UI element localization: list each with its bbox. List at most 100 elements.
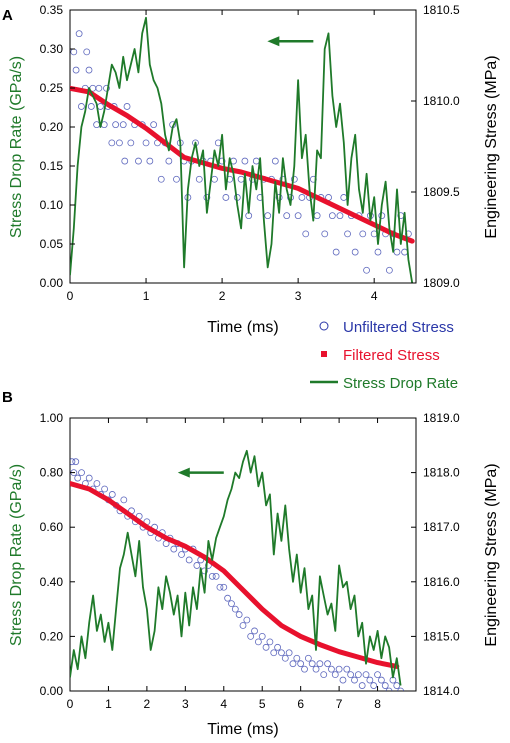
y-left-tick-label: 0.40 xyxy=(40,575,64,589)
filtered-stress-layer-a xyxy=(70,85,415,244)
y-right-axis-label-a: Engineering Stress (MPa) xyxy=(483,55,500,238)
x-tick-label: 1 xyxy=(143,289,150,303)
unfiltered-stress-point xyxy=(247,633,255,640)
unfiltered-stress-point xyxy=(374,671,381,679)
legend-marker-unfiltered xyxy=(319,321,329,331)
x-tick-label: 1 xyxy=(105,697,112,711)
y-right-tick-label: 1818.0 xyxy=(423,466,460,480)
y-right-tick-label: 1819.0 xyxy=(423,411,460,425)
filtered-stress-line xyxy=(70,481,400,669)
panel-label-a: A xyxy=(2,7,13,24)
unfiltered-stress-point xyxy=(258,633,266,640)
direction-arrow-a xyxy=(267,36,314,47)
unfiltered-stress-point xyxy=(308,660,316,668)
y-left-tick-label: 0.05 xyxy=(40,237,64,251)
unfiltered-stress-point xyxy=(146,157,154,165)
unfiltered-stress-point xyxy=(293,654,301,662)
x-tick-label: 2 xyxy=(144,697,151,711)
unfiltered-stress-point xyxy=(404,230,412,238)
x-tick-label: 0 xyxy=(67,697,74,711)
x-tick-label: 3 xyxy=(182,697,189,711)
x-tick-label: 6 xyxy=(297,697,304,711)
unfiltered-stress-point xyxy=(328,665,335,673)
legend-marker-filtered xyxy=(321,351,327,357)
unfiltered-stress-point xyxy=(185,556,193,564)
unfiltered-stress-point xyxy=(212,572,220,580)
unfiltered-stress-point xyxy=(397,687,405,691)
unfiltered-stress-point xyxy=(252,157,260,165)
y-left-tick-label: 0.80 xyxy=(40,466,64,480)
legend-item-unfiltered: Unfiltered Stress xyxy=(319,319,454,336)
stress-drop-rate-layer-a xyxy=(70,16,414,283)
panel-label-b: B xyxy=(2,389,13,406)
stress-drop-rate-layer-b xyxy=(70,449,402,686)
unfiltered-stress-point xyxy=(103,84,110,92)
unfiltered-stress-point xyxy=(312,665,320,673)
unfiltered-stress-point xyxy=(157,175,165,183)
unfiltered-stress-point xyxy=(72,458,80,466)
legend-label-filtered: Filtered Stress xyxy=(343,347,440,364)
y-left-tick-label: 0.35 xyxy=(40,3,64,17)
direction-arrow-b xyxy=(177,467,224,478)
unfiltered-stress-point xyxy=(328,212,336,220)
unfiltered-stress-point xyxy=(351,248,359,256)
unfiltered-stress-point xyxy=(93,480,101,487)
unfiltered-stress-point xyxy=(316,660,324,668)
unfiltered-stress-point xyxy=(343,665,351,673)
unfiltered-stress-point xyxy=(363,266,370,274)
unfiltered-stress-point xyxy=(83,48,91,56)
unfiltered-stress-point xyxy=(70,458,76,466)
y-left-axis-label-b: Stress Drop Rate (GPa/s) xyxy=(8,464,25,646)
unfiltered-stress-point xyxy=(351,676,358,684)
unfiltered-stress-point xyxy=(119,121,127,129)
unfiltered-stress-point xyxy=(243,616,251,624)
unfiltered-stress-point xyxy=(393,248,401,256)
unfiltered-stress-point xyxy=(313,212,321,220)
unfiltered-stress-point xyxy=(335,665,343,673)
x-tick-label: 0 xyxy=(67,289,74,303)
unfiltered-stress-point xyxy=(289,660,297,668)
unfiltered-stress-point xyxy=(178,551,185,558)
unfiltered-stress-point xyxy=(195,175,203,183)
unfiltered-stress-point xyxy=(239,622,247,629)
unfiltered-stress-point xyxy=(251,627,258,635)
unfiltered-stress-point xyxy=(294,212,302,220)
filtered-stress-line xyxy=(70,85,415,244)
unfiltered-stress-point xyxy=(231,605,239,613)
x-ticks-a: 0 1 2 3 4 xyxy=(67,10,378,303)
unfiltered-stress-point xyxy=(285,649,293,657)
y-right-tick-label: 1810.0 xyxy=(423,94,460,108)
unfiltered-stress-point xyxy=(321,230,329,238)
unfiltered-stress-point xyxy=(165,157,173,165)
unfiltered-stress-point xyxy=(362,671,370,679)
unfiltered-stress-point xyxy=(74,474,82,482)
unfiltered-stress-point xyxy=(331,671,339,679)
unfiltered-stress-point xyxy=(101,485,108,493)
y-left-tick-label: 1.00 xyxy=(40,411,64,425)
unfiltered-stress-point xyxy=(281,654,289,662)
unfiltered-stress-point xyxy=(70,48,78,56)
x-tick-label: 7 xyxy=(336,697,343,711)
unfiltered-stress-point xyxy=(336,212,344,220)
x-tick-label: 4 xyxy=(220,697,227,711)
unfiltered-stress-point xyxy=(302,230,310,238)
unfiltered-stress-point xyxy=(208,572,216,580)
unfiltered-stress-point xyxy=(332,248,340,256)
filtered-stress-layer-b xyxy=(70,481,400,669)
y-right-tick-label: 1814.0 xyxy=(423,684,460,698)
unfiltered-stress-point xyxy=(370,682,378,689)
unfiltered-stress-point xyxy=(97,103,104,110)
unfiltered-stress-point xyxy=(347,671,355,679)
unfiltered-stress-point xyxy=(112,121,120,129)
unfiltered-stress-point xyxy=(320,671,328,679)
y-left-axis-label-a: Stress Drop Rate (GPa/s) xyxy=(8,56,25,238)
unfiltered-stress-point xyxy=(358,682,366,689)
unfiltered-stress-point xyxy=(220,583,228,591)
legend-item-filtered: Filtered Stress xyxy=(321,347,440,364)
unfiltered-stress-point xyxy=(241,157,249,165)
unfiltered-stress-point xyxy=(283,212,291,220)
unfiltered-stress-point xyxy=(266,638,274,646)
legend-label-rate: Stress Drop Rate xyxy=(343,375,458,392)
y-left-tick-label: 0.10 xyxy=(40,198,64,212)
y-left-tick-label: 0.30 xyxy=(40,42,64,56)
